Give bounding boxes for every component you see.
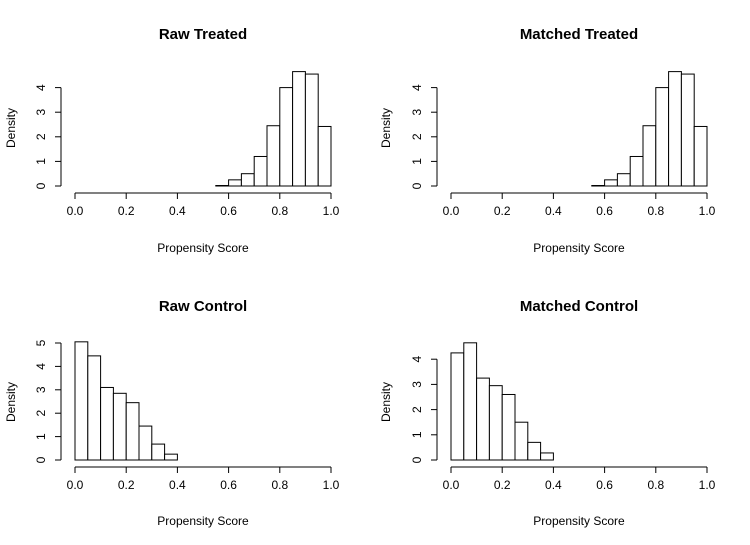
histogram-bar bbox=[317, 125, 332, 187]
histogram-bar bbox=[100, 386, 114, 461]
panel-raw-treated: Raw Treated 0.0 0.2 0.4 0.6 0.8 1.0 0 1 2 3 4 Propen… bbox=[4, 26, 340, 255]
y-axis-label: Density bbox=[4, 108, 18, 148]
histogram-bar bbox=[240, 173, 255, 187]
y-tick-label: 2 bbox=[410, 133, 424, 140]
chart-title: Matched Control bbox=[520, 298, 638, 315]
y-tick-label: 0 bbox=[410, 456, 424, 463]
x-tick-label: 0.6 bbox=[596, 204, 613, 218]
x-tick-label: 0.4 bbox=[169, 478, 186, 492]
x-tick-label: 1.0 bbox=[323, 478, 340, 492]
y-tick-label: 2 bbox=[34, 133, 48, 140]
x-tick-label: 1.0 bbox=[699, 478, 716, 492]
panel-matched-control: Matched Control 0.0 0.2 0.4 0.6 0.8 1.0 0 1 2 3 4 Pr… bbox=[379, 298, 716, 528]
x-tick-label: 1.0 bbox=[323, 204, 340, 218]
x-tick-label: 0.4 bbox=[169, 204, 186, 218]
histogram-bar bbox=[112, 392, 127, 461]
y-tick-label: 4 bbox=[34, 363, 48, 370]
histogram-bar bbox=[501, 393, 516, 461]
chart-title: Raw Treated bbox=[159, 26, 247, 43]
x-axis-label: Propensity Score bbox=[533, 514, 625, 528]
x-tick-label: 0.4 bbox=[545, 478, 562, 492]
histogram-bar bbox=[616, 173, 631, 187]
x-axis-label: Propensity Score bbox=[157, 241, 249, 255]
y-axis-label: Density bbox=[379, 382, 393, 422]
y-tick-label: 1 bbox=[34, 158, 48, 165]
y-tick-label: 1 bbox=[410, 431, 424, 438]
histogram-bar bbox=[642, 125, 657, 187]
y-tick-label: 0 bbox=[410, 182, 424, 189]
histogram-bar bbox=[514, 421, 529, 461]
y-axis-label: Density bbox=[379, 108, 393, 148]
y-tick-label: 1 bbox=[410, 158, 424, 165]
x-tick-label: 0.8 bbox=[271, 204, 288, 218]
y-tick-label: 3 bbox=[34, 109, 48, 116]
y-tick-label: 3 bbox=[34, 386, 48, 393]
histogram-bar bbox=[279, 87, 294, 187]
histogram-bar bbox=[604, 179, 618, 187]
x-tick-label: 0.8 bbox=[271, 478, 288, 492]
histogram-bar bbox=[292, 71, 306, 187]
histogram-bar bbox=[125, 402, 140, 461]
panel-raw-control: Raw Control 0.0 0.2 0.4 0.6 0.8 1.0 0 1 2 3 4 5 Prope… bbox=[4, 298, 340, 528]
y-tick-label: 1 bbox=[34, 433, 48, 440]
x-tick-label: 0.0 bbox=[443, 478, 460, 492]
y-tick-label: 2 bbox=[34, 410, 48, 417]
y-tick-label: 3 bbox=[410, 381, 424, 388]
histogram-bar bbox=[463, 342, 478, 461]
histogram-bar bbox=[87, 355, 102, 461]
histogram-bar bbox=[266, 125, 281, 187]
histogram-bar bbox=[540, 452, 554, 461]
x-tick-label: 0.0 bbox=[443, 204, 460, 218]
x-tick-label: 0.6 bbox=[220, 478, 237, 492]
panel-matched-treated: Matched Treated 0.0 0.2 0.4 0.6 0.8 1.0 0 1 2 3 4 Pr… bbox=[379, 26, 716, 255]
x-tick-label: 0.8 bbox=[647, 478, 664, 492]
x-tick-label: 0.6 bbox=[220, 204, 237, 218]
x-tick-label: 0.4 bbox=[545, 204, 562, 218]
x-tick-label: 0.2 bbox=[118, 204, 135, 218]
histogram-bar bbox=[164, 453, 178, 461]
x-tick-label: 0.0 bbox=[67, 478, 84, 492]
histogram-bar bbox=[215, 185, 230, 187]
y-tick-label: 3 bbox=[410, 109, 424, 116]
histogram-bar bbox=[693, 125, 708, 187]
histogram-bar bbox=[151, 443, 166, 461]
histogram-bar bbox=[228, 179, 242, 187]
x-tick-label: 0.6 bbox=[596, 478, 613, 492]
x-tick-label: 0.2 bbox=[494, 478, 511, 492]
histogram-bar bbox=[488, 385, 503, 461]
y-tick-label: 4 bbox=[410, 356, 424, 363]
histogram-bar bbox=[476, 377, 490, 461]
x-tick-label: 0.2 bbox=[494, 204, 511, 218]
y-tick-label: 4 bbox=[410, 84, 424, 91]
histogram-bar bbox=[655, 87, 670, 187]
y-tick-label: 5 bbox=[34, 339, 48, 346]
histogram-bar bbox=[304, 73, 319, 187]
x-tick-label: 1.0 bbox=[699, 204, 716, 218]
y-tick-label: 4 bbox=[34, 84, 48, 91]
histogram-bar bbox=[668, 71, 682, 187]
x-tick-label: 0.2 bbox=[118, 478, 135, 492]
chart-title: Raw Control bbox=[159, 298, 247, 315]
y-tick-label: 2 bbox=[410, 406, 424, 413]
histogram-bar bbox=[680, 73, 695, 187]
histogram-bar bbox=[591, 185, 606, 187]
histogram-bar bbox=[74, 341, 89, 461]
histogram-bar bbox=[450, 352, 465, 461]
y-tick-label: 0 bbox=[34, 456, 48, 463]
histogram-bar bbox=[138, 425, 153, 461]
x-axis-label: Propensity Score bbox=[157, 514, 249, 528]
chart-title: Matched Treated bbox=[520, 26, 638, 43]
y-axis-label: Density bbox=[4, 382, 18, 422]
y-tick-label: 0 bbox=[34, 182, 48, 189]
histogram-bar bbox=[527, 441, 542, 461]
x-axis-label: Propensity Score bbox=[533, 241, 625, 255]
histogram-bar bbox=[629, 155, 644, 187]
histogram-bar bbox=[253, 155, 268, 187]
x-tick-label: 0.8 bbox=[647, 204, 664, 218]
x-tick-label: 0.0 bbox=[67, 204, 84, 218]
